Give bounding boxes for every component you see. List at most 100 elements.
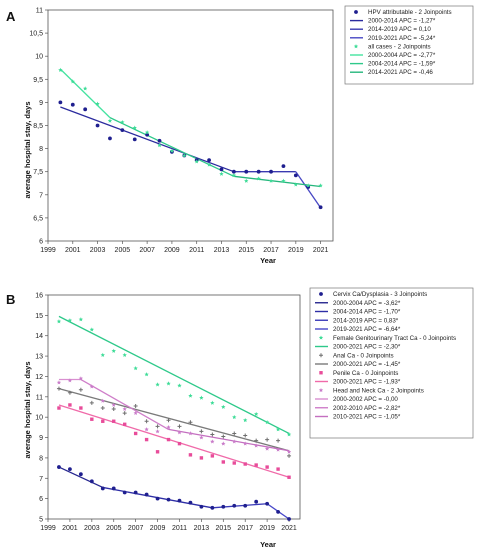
data-point-1-12 [206, 162, 212, 167]
data-point-1-20 [275, 427, 281, 432]
x-tick-label: 2009 [150, 525, 166, 532]
y-tick-label: 7 [39, 476, 43, 483]
data-point-0-5 [111, 486, 116, 491]
x-tick-label: 2011 [172, 525, 187, 532]
fit-line-1-2 [233, 175, 321, 188]
data-point-0-13 [199, 504, 204, 509]
legend-entry: 2000-2014 APC = -1,27* [368, 18, 436, 25]
data-point-3-13 [199, 456, 204, 460]
panel-a: A average hospital stay, days Year 6 6,5 7… [6, 5, 474, 265]
data-point-0-2 [78, 472, 83, 477]
fit-line-1-1 [109, 117, 235, 177]
data-point-0-19 [293, 173, 298, 178]
data-point-1-3 [89, 327, 95, 332]
y-tick-label: 12 [35, 374, 43, 381]
data-point-0-1 [70, 102, 75, 107]
data-point-1-1 [67, 318, 73, 323]
x-tick-label: 2007 [139, 247, 155, 254]
data-point-0-2 [83, 107, 88, 112]
data-point-3-11 [177, 441, 182, 446]
x-tick-label: 1999 [40, 525, 56, 532]
data-point-3-6 [122, 422, 127, 427]
data-point-1-7 [133, 366, 138, 371]
data-point-4-11 [177, 430, 182, 435]
data-point-1-17 [268, 178, 274, 183]
data-point-1-16 [232, 414, 237, 420]
data-point-1-13 [219, 171, 224, 176]
y-tick-label: 9 [39, 100, 43, 107]
x-tick-label: 2011 [189, 247, 204, 254]
data-point-0-0 [58, 100, 63, 105]
data-point-2-11 [177, 424, 182, 429]
data-point-1-11 [194, 159, 199, 164]
data-point-3-7 [133, 431, 138, 436]
data-point-1-19 [264, 419, 270, 425]
legend-entry: 2002-2010 APC = -2,82* [333, 405, 401, 412]
data-point-0-19 [265, 501, 270, 506]
data-point-0-3 [89, 479, 94, 484]
data-point-4-6 [122, 406, 127, 411]
x-tick-label: 2001 [65, 247, 81, 254]
data-point-3-10 [166, 437, 171, 442]
data-point-4-14 [210, 439, 215, 444]
data-point-2-0 [56, 386, 61, 391]
fit-line-1-0 [58, 315, 290, 435]
data-point-0-5 [120, 128, 125, 133]
data-point-4-2 [78, 376, 84, 381]
legend-box [344, 5, 474, 85]
data-point-2-1 [67, 390, 72, 395]
legend-entry: 2000-2004 APC = -3,62* [333, 300, 401, 307]
x-tick-label: 2003 [90, 247, 106, 254]
data-point-2-5 [111, 407, 116, 412]
data-point-1-21 [286, 432, 292, 437]
y-tick-label: 6 [39, 239, 43, 246]
data-point-1-7 [144, 130, 150, 135]
x-tick-label: 1999 [40, 247, 56, 254]
data-point-4-3 [89, 384, 95, 389]
data-point-2-18 [254, 438, 259, 443]
fit-line-4-2 [168, 428, 290, 452]
legend-entry: 2010-2021 APC = -1,05* [333, 414, 401, 421]
x-tick-label: 2013 [194, 525, 210, 532]
legend-marker [319, 353, 323, 358]
legend-marker [353, 44, 359, 49]
data-point-1-6 [132, 125, 137, 130]
data-point-2-16 [232, 431, 237, 436]
data-point-3-15 [221, 460, 226, 464]
data-point-3-8 [144, 437, 149, 442]
x-tick-label: 2017 [237, 525, 253, 532]
data-point-1-2 [78, 317, 84, 322]
x-tick-label: 2021 [313, 247, 329, 254]
data-point-2-6 [122, 411, 127, 416]
fit-line-0-2 [295, 171, 322, 209]
data-point-1-0 [58, 67, 63, 72]
legend-entry: 2000-2002 APC = -0,00 [333, 396, 398, 403]
data-point-2-15 [221, 434, 226, 439]
data-point-0-17 [269, 169, 273, 174]
y-axis-title-b: average hospital stay, days [23, 362, 32, 459]
x-tick-label: 2005 [106, 525, 122, 532]
fit-line-1-0 [59, 68, 111, 119]
data-point-1-17 [243, 417, 248, 423]
x-axis-title-a: Year [260, 256, 276, 265]
data-point-4-0 [56, 380, 62, 385]
legend-marker [354, 10, 358, 14]
data-point-4-1 [67, 378, 73, 383]
y-tick-label: 11 [36, 394, 43, 401]
data-point-1-3 [95, 101, 100, 106]
data-point-4-5 [111, 402, 116, 407]
data-point-4-15 [221, 441, 226, 446]
data-point-1-8 [157, 143, 162, 148]
x-tick-label: 2003 [84, 525, 100, 532]
data-point-4-17 [243, 441, 248, 446]
legend-entry: 2014-2019 APC = 0,10 [368, 26, 431, 33]
legend-entry: 2019-2021 APC = -5,24* [368, 35, 436, 42]
data-point-0-13 [219, 167, 224, 172]
legend-entry: 2000-2021 APC = -1,45* [333, 361, 401, 368]
x-axis-title-b: Year [260, 540, 276, 549]
data-point-1-8 [144, 372, 149, 377]
x-tick-label: 2007 [128, 525, 144, 532]
data-point-1-15 [244, 178, 249, 183]
data-point-4-12 [188, 431, 193, 436]
x-tick-label: 2019 [259, 525, 275, 532]
